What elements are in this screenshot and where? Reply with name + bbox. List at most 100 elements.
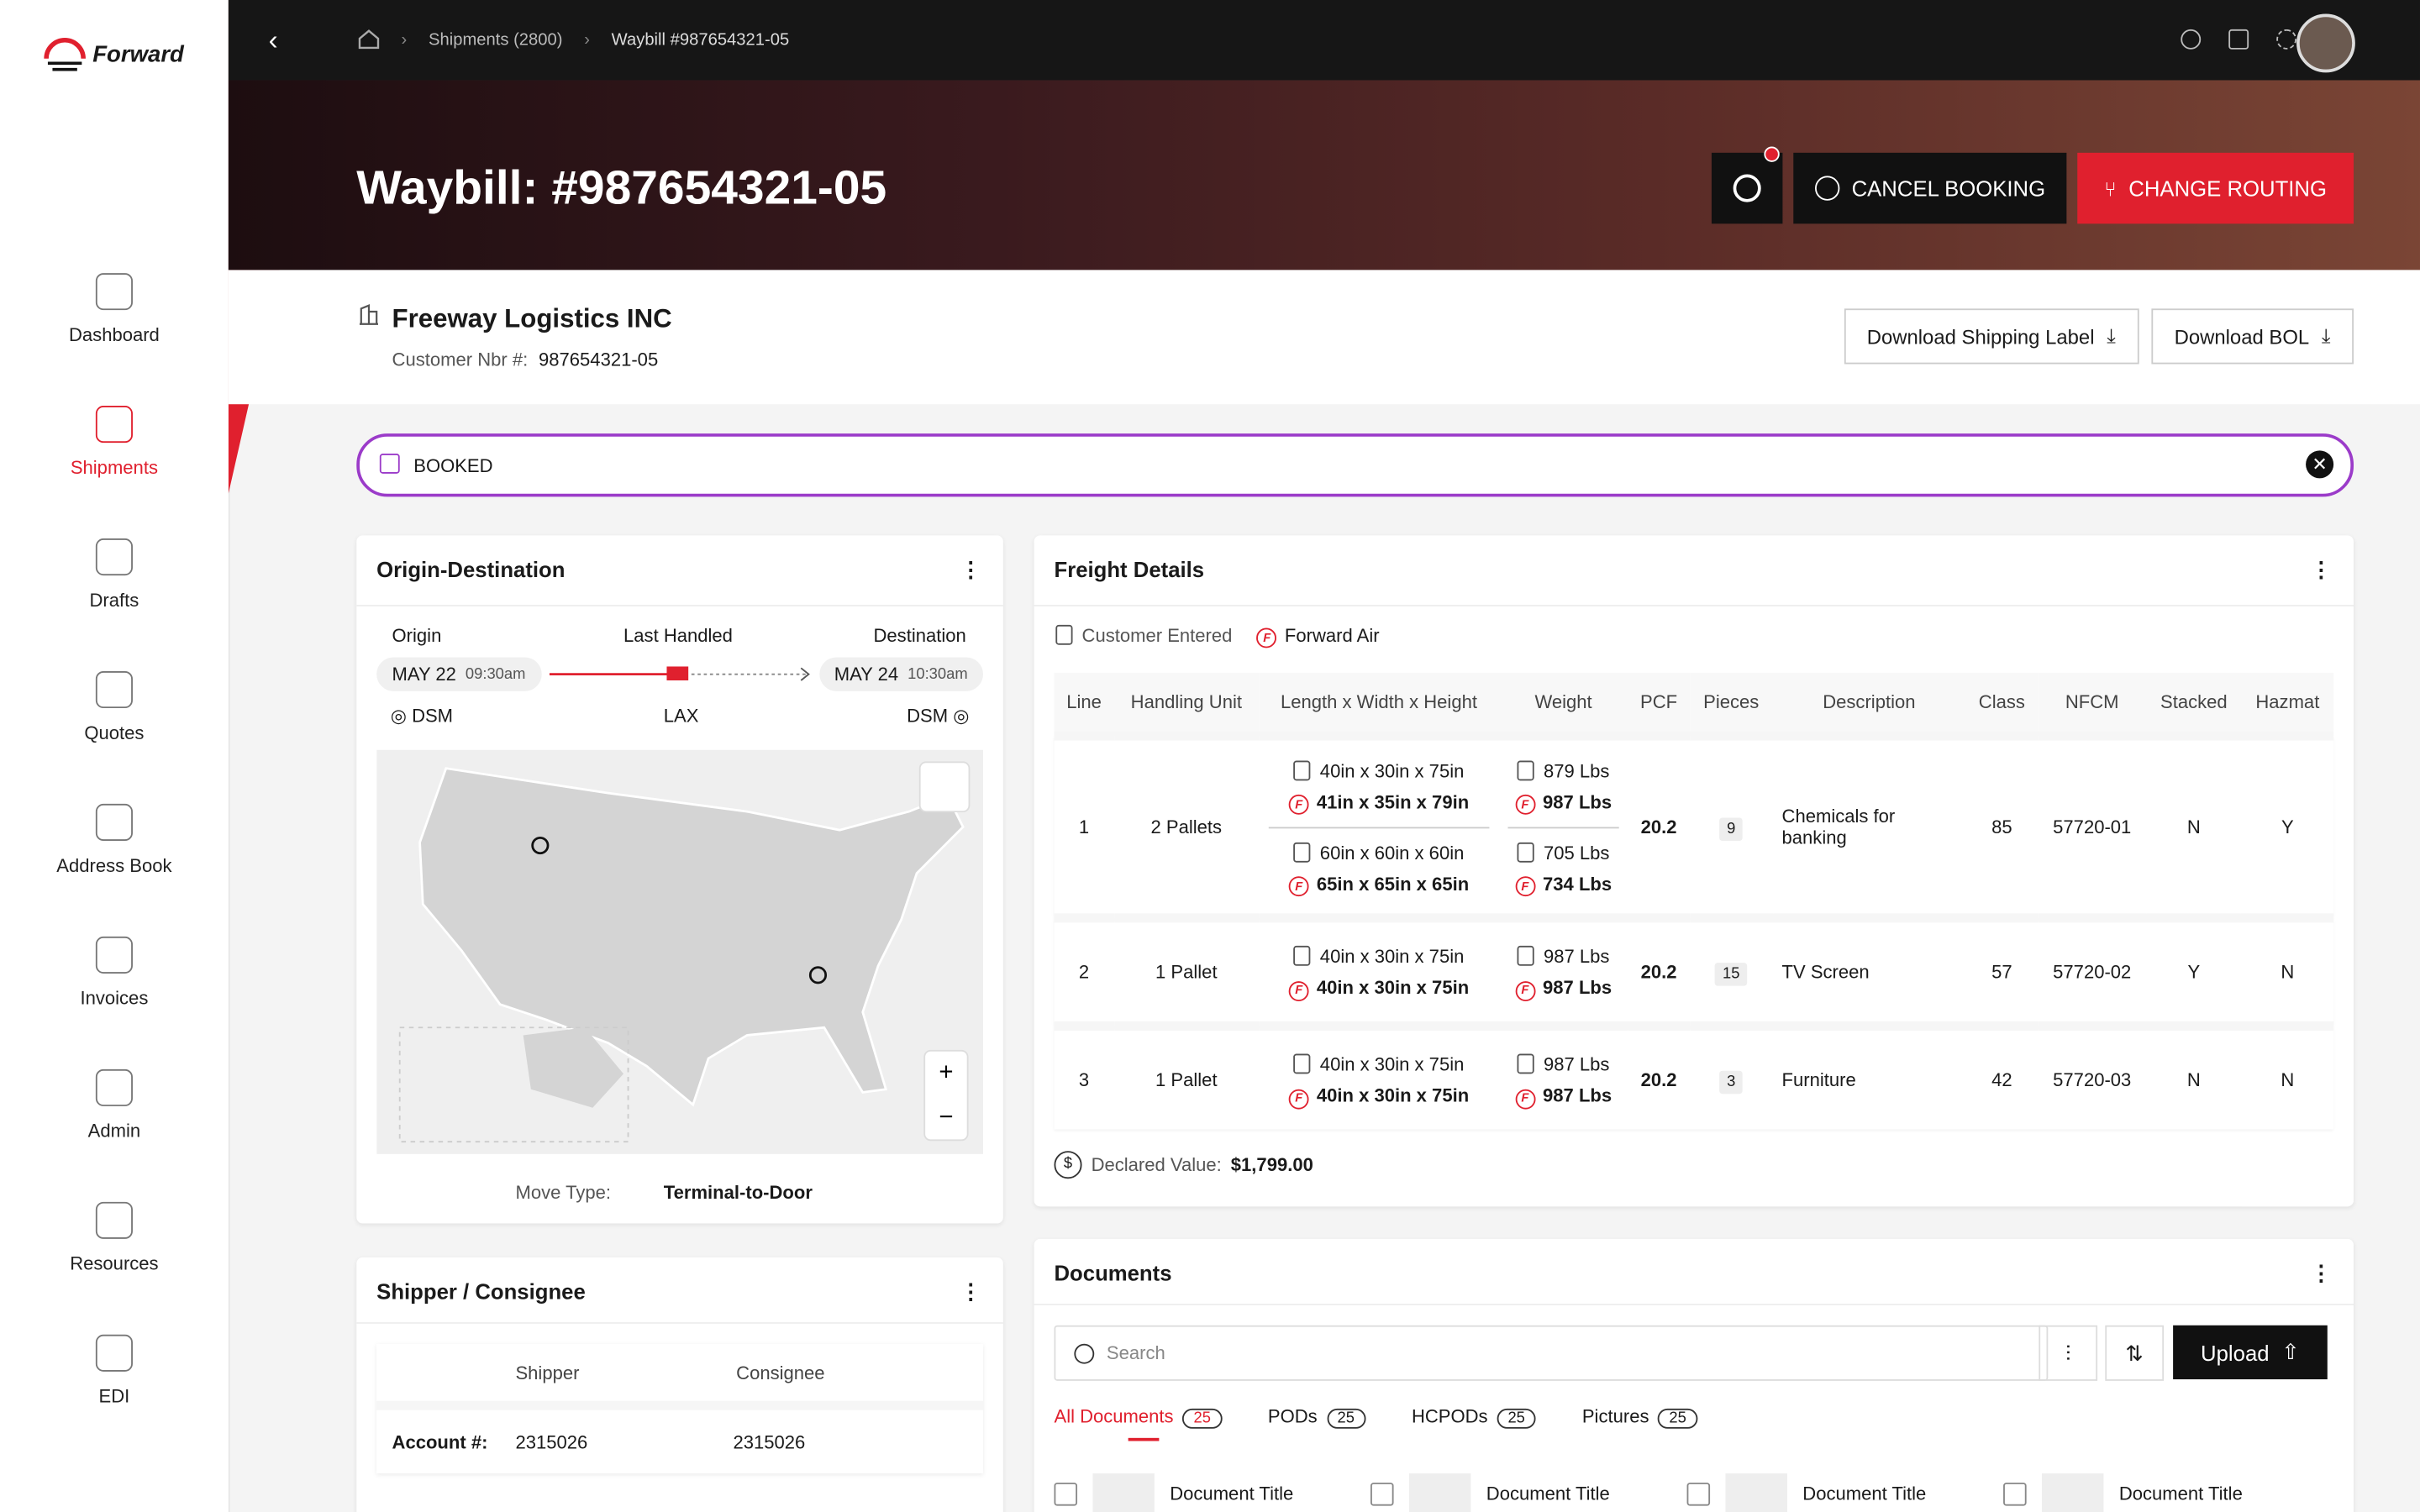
nav-item[interactable]: Invoices: [0, 936, 229, 1010]
documents-card: Documents ⋮ Search ⫶ ⇅ Upload ⇧ All Docume…: [1034, 1238, 2354, 1512]
breadcrumb[interactable]: Shipments (2800): [429, 29, 563, 49]
menu-button[interactable]: ⋮: [2310, 1260, 2333, 1285]
status-icon: [379, 453, 400, 474]
nav-icon: [95, 406, 133, 444]
filter-button[interactable]: ⫶: [2039, 1325, 2098, 1381]
document-cards: Document Title Document Title Document Tit…: [1054, 1473, 2286, 1512]
item: 60in x 60in x 60in F 65in x 65in x 65in: [1268, 826, 1490, 899]
forward: F 987 Lbs: [1508, 786, 1618, 817]
line-cell: 3: [1054, 1021, 1114, 1130]
weight-cell: 987 Lbs F 987 Lbs: [1498, 1021, 1628, 1130]
doc-thumb: [1725, 1473, 1787, 1512]
column-header: Weight: [1534, 690, 1592, 713]
hazmat: N: [2281, 1068, 2295, 1091]
document-card[interactable]: Document Title: [1686, 1473, 1970, 1512]
origin-destination-card: Origin-Destination ⋮ Origin Last Handled De…: [356, 535, 1003, 1224]
stacked: Y: [2187, 961, 2201, 983]
avatar[interactable]: [2296, 13, 2355, 73]
forward-value: 734 Lbs: [1543, 872, 1612, 895]
nav-item[interactable]: Shipments: [0, 406, 229, 478]
nav-icon: [95, 936, 133, 974]
sort-button[interactable]: ⇅: [2105, 1325, 2165, 1381]
nav-icon: [95, 670, 133, 709]
document-tab[interactable]: All Documents 25: [1054, 1405, 1222, 1441]
customer-bar: Freeway Logistics INC Customer Nbr #: 98…: [228, 270, 2420, 405]
entered: 705 Lbs: [1508, 837, 1618, 868]
header-cell: Consignee: [736, 1361, 825, 1383]
nav-item[interactable]: Address Book: [0, 803, 229, 877]
forward-value: 41in x 35in x 79in: [1316, 790, 1470, 813]
forward-value: 987 Lbs: [1543, 790, 1612, 813]
nav-label: Resources: [70, 1252, 159, 1275]
document-card[interactable]: Document Title: [2003, 1473, 2286, 1512]
entered-icon: [1293, 841, 1311, 862]
map: +−: [376, 749, 983, 1154]
line: 3: [1078, 1068, 1090, 1091]
cancel-booking-button[interactable]: CANCEL BOOKING: [1793, 152, 2067, 224]
chat-icon[interactable]: [2228, 29, 2249, 50]
nav-item[interactable]: Quotes: [0, 670, 229, 743]
description-cell: Chemicals for banking: [1772, 731, 1966, 918]
checkbox[interactable]: [1370, 1482, 1394, 1505]
forward-icon: F: [1514, 794, 1535, 815]
menu-button[interactable]: ⋮: [960, 557, 982, 582]
menu-button[interactable]: ⋮: [960, 1278, 982, 1305]
document-card[interactable]: Document Title: [1370, 1473, 1653, 1512]
doc-thumb: [1408, 1473, 1471, 1512]
home-icon[interactable]: [358, 29, 380, 50]
row: Account #: 2315026 2315026: [376, 1405, 983, 1473]
forward: F 734 Lbs: [1508, 868, 1618, 899]
document-card[interactable]: Document Title: [1054, 1473, 1336, 1512]
menu-button[interactable]: ⋮: [2310, 557, 2333, 582]
tab-count: 25: [1326, 1408, 1365, 1429]
stacked-cell: Y: [2146, 913, 2242, 1026]
nav-item[interactable]: Admin: [0, 1068, 229, 1142]
pcf: 20.2: [1640, 1068, 1677, 1091]
pcf-cell: 20.2: [1628, 1021, 1691, 1130]
building-icon: [359, 304, 378, 325]
brand-logo: [44, 38, 86, 71]
back-button[interactable]: ‹: [268, 24, 278, 56]
change-routing-button[interactable]: ⑂ CHANGE ROUTING: [2077, 152, 2354, 224]
support-button[interactable]: [1711, 146, 1783, 224]
checkbox[interactable]: [1054, 1482, 1078, 1505]
nav-label: Invoices: [80, 987, 149, 1010]
header-row: Line Handling Unit Length x Width x Height…: [1054, 672, 2334, 737]
document-tab[interactable]: Pictures 25: [1582, 1405, 1697, 1441]
description-cell: Furniture: [1772, 1021, 1966, 1130]
download-label: Download Shipping Label: [1866, 324, 2095, 349]
status-clear[interactable]: ✕: [2306, 450, 2334, 479]
nav-item[interactable]: EDI: [0, 1334, 229, 1407]
breadcrumb-sep: ›: [401, 29, 408, 49]
checkbox[interactable]: [1686, 1482, 1711, 1505]
origin-pill: MAY 22 09:30am: [376, 657, 541, 691]
column-header: NFCM: [2065, 690, 2119, 713]
download-button[interactable]: Download BOL ⤓: [2151, 308, 2354, 365]
forward-icon: F: [1514, 1088, 1535, 1109]
freight-row: 1 2 Pallets 40in x 30in x 75in F 41in x 35in…: [1054, 731, 2334, 918]
forward: F 65in x 65in x 65in: [1268, 868, 1490, 899]
support-icon[interactable]: [2181, 29, 2202, 50]
checkbox[interactable]: [2003, 1482, 2027, 1505]
download-button[interactable]: Download Shipping Label ⤓: [1844, 308, 2139, 365]
nav-item[interactable]: Dashboard: [0, 273, 229, 345]
entered-value: 705 Lbs: [1543, 841, 1610, 864]
upload-button[interactable]: Upload ⇧: [2173, 1325, 2328, 1380]
nav-label: Address Book: [56, 854, 172, 877]
nfcm: 57720-02: [2053, 961, 2132, 983]
document-tab[interactable]: PODs 25: [1268, 1405, 1365, 1441]
settings-icon[interactable]: [2276, 29, 2297, 50]
entered: 40in x 30in x 75in: [1268, 755, 1490, 786]
tab-count: 25: [1182, 1408, 1222, 1429]
entered-value: 40in x 30in x 75in: [1319, 945, 1465, 968]
search-input[interactable]: Search: [1054, 1325, 2049, 1381]
tab-label: HCPODs: [1411, 1405, 1488, 1427]
freight-legend: Customer Entered F Forward Air: [1055, 624, 1380, 648]
nav-item[interactable]: Drafts: [0, 538, 229, 611]
change-routing-label: CHANGE ROUTING: [2128, 176, 2328, 201]
document-tab[interactable]: HCPODs 25: [1412, 1405, 1536, 1441]
download-icon: ⤓: [2107, 323, 2116, 348]
nav-item[interactable]: Resources: [0, 1201, 229, 1275]
